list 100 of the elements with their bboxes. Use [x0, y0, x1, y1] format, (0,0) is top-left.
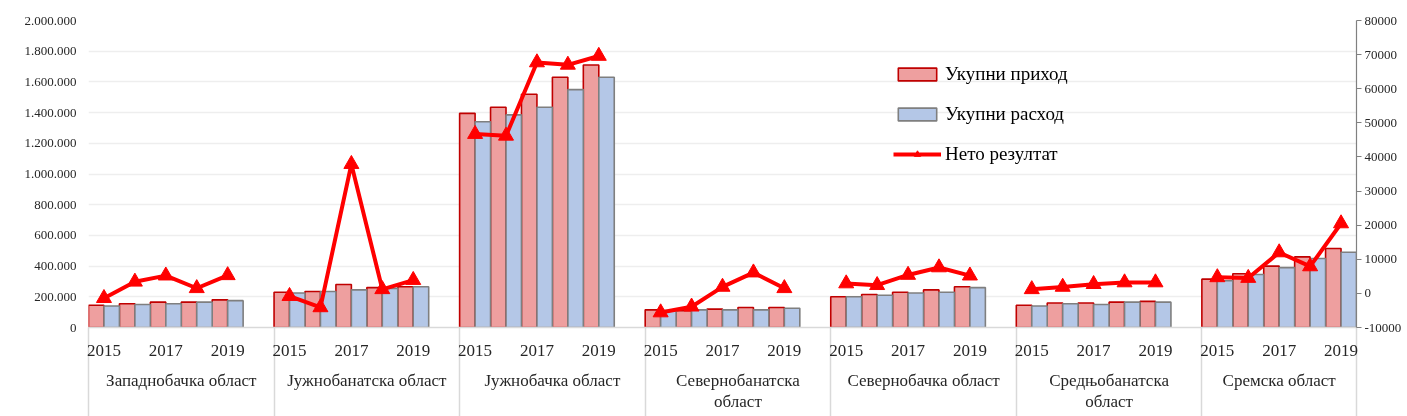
y-tick-label: 800.000: [34, 196, 77, 212]
y2-tick-label: 70000: [1364, 46, 1397, 62]
x-tick-label: 2019: [581, 340, 616, 360]
bar: [165, 302, 183, 328]
point: [930, 258, 947, 273]
y-tick-label: 1.600.000: [24, 73, 77, 89]
x-tick-label: 2019: [1324, 340, 1359, 360]
bar: [1201, 278, 1219, 328]
bar: [752, 309, 770, 328]
bar: [381, 287, 399, 328]
point: [528, 53, 545, 68]
y-tick-label: 1.400.000: [24, 104, 77, 120]
x-tick-label: 2019: [1138, 340, 1173, 360]
x-tick-label: 2019: [952, 340, 987, 360]
point: [1240, 268, 1257, 283]
bar: [505, 114, 523, 328]
y2-tick-label: 80000: [1364, 12, 1397, 28]
x-tick-label: 2017: [891, 340, 926, 360]
bar: [1154, 301, 1172, 328]
x-tick-label: 2017: [705, 340, 740, 360]
bar: [1247, 273, 1265, 328]
bar: [938, 291, 956, 328]
point: [776, 279, 793, 294]
bar: [1030, 305, 1049, 328]
x-tick-label: 2017: [148, 340, 184, 360]
bar: [350, 289, 368, 328]
x-tick-label: 2019: [767, 340, 802, 360]
x-tick-label: 2015: [86, 340, 121, 360]
y2-tick-label: -10000: [1364, 319, 1402, 335]
y2-tick-label: 0: [1364, 285, 1371, 301]
x-tick-label: 2015: [643, 340, 678, 360]
x-tick-label: 2015: [1200, 340, 1235, 360]
y-tick-label: 600.000: [34, 227, 77, 243]
point: [467, 124, 484, 139]
x-tick-label: 2017: [1076, 340, 1112, 360]
bar: [412, 286, 430, 328]
bar: [103, 305, 121, 328]
bar: [474, 121, 492, 328]
bar: [845, 296, 863, 328]
bar: [134, 303, 152, 328]
y2-tick-label: 30000: [1364, 183, 1397, 199]
bar: [1309, 257, 1327, 328]
point: [683, 297, 700, 312]
bar: [597, 76, 616, 328]
bar: [1123, 301, 1141, 328]
bar: [1061, 302, 1079, 328]
y2-tick-label: 20000: [1364, 217, 1397, 233]
x-tick-label: 2017: [334, 340, 369, 360]
bar: [783, 307, 801, 328]
y-tick-label: 2.000.000: [24, 12, 77, 28]
x-tick-label: 2015: [1014, 340, 1049, 360]
bar: [195, 301, 214, 328]
bar: [567, 88, 585, 328]
point: [900, 265, 917, 280]
bar: [1278, 266, 1296, 328]
legend-label: Укупни расход: [945, 103, 1065, 125]
point: [188, 279, 205, 294]
y-tick-label: 1.200.000: [24, 135, 77, 151]
point: [1271, 243, 1288, 258]
point: [745, 263, 762, 278]
y-tick-label: 1.800.000: [24, 43, 77, 59]
bar: [536, 106, 554, 328]
text: Севернобачка област: [847, 370, 1001, 390]
bar: [721, 309, 739, 328]
x-tick-label: 2015: [272, 340, 307, 360]
point: [1333, 214, 1350, 229]
point: [652, 303, 669, 318]
text: Западнобачка област: [106, 370, 258, 390]
x-tick-label: 2019: [210, 340, 245, 360]
x-tick-label: 2017: [1262, 340, 1297, 360]
y-tick-label: 400.000: [34, 258, 77, 274]
y2-tick-label: 60000: [1364, 80, 1397, 96]
bar: [1092, 303, 1110, 328]
text: Средњобанатска област: [1049, 370, 1170, 412]
point: [961, 266, 978, 281]
point: [590, 46, 607, 61]
point: [714, 277, 731, 292]
text: Јужнобачка област: [484, 370, 621, 390]
text: Јужнобанатска област: [287, 370, 448, 390]
point: [498, 126, 515, 141]
point: [343, 154, 360, 169]
point: [1302, 257, 1319, 272]
point: [1147, 273, 1164, 288]
point: [126, 272, 143, 287]
point: [1054, 277, 1071, 292]
bar: [969, 286, 987, 328]
point: [374, 280, 391, 295]
bar: [690, 309, 708, 328]
x-tick-label: 2017: [519, 340, 555, 360]
x-tick-label: 2015: [829, 340, 864, 360]
point: [1116, 273, 1133, 288]
point: [869, 276, 886, 291]
point: [1209, 268, 1226, 283]
y2-tick-label: 50000: [1364, 114, 1397, 130]
x-tick-label: 2019: [396, 340, 431, 360]
bar: [1216, 279, 1234, 328]
point: [559, 55, 576, 70]
text: Сремска област: [1222, 370, 1337, 390]
bar: [907, 292, 925, 328]
y2-tick-label: 40000: [1364, 148, 1397, 164]
